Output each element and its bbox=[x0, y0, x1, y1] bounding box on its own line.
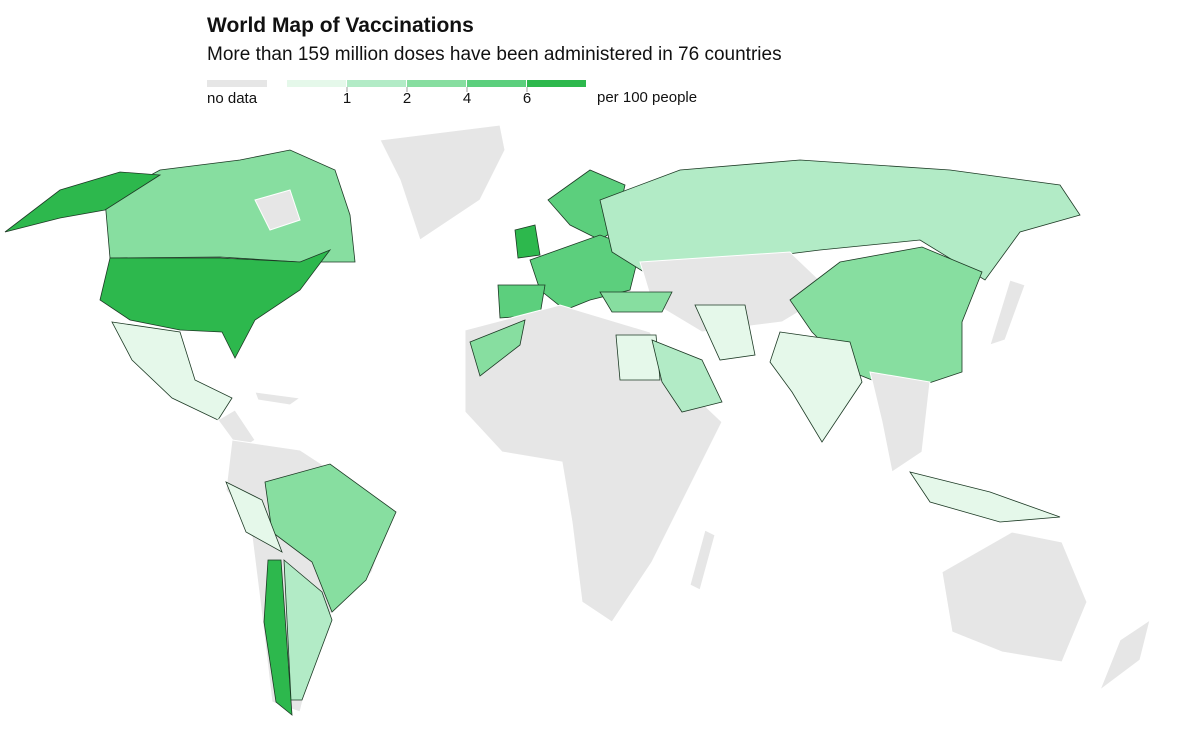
country bbox=[909, 471, 1061, 523]
country bbox=[651, 339, 723, 413]
legend-swatch bbox=[207, 80, 267, 87]
country bbox=[1098, 618, 1151, 692]
country bbox=[99, 249, 332, 359]
country bbox=[111, 321, 233, 421]
country bbox=[514, 224, 541, 259]
subtitle: More than 159 million doses have been ad… bbox=[207, 44, 782, 65]
legend-swatch bbox=[347, 80, 406, 87]
country bbox=[769, 331, 863, 443]
legend-swatch bbox=[467, 80, 526, 87]
country bbox=[104, 149, 356, 263]
legend-swatch bbox=[287, 80, 346, 87]
country bbox=[615, 334, 661, 381]
country bbox=[379, 124, 506, 241]
legend-tick-label: 2 bbox=[403, 90, 411, 107]
country bbox=[941, 531, 1088, 663]
country bbox=[694, 304, 756, 361]
country bbox=[989, 279, 1026, 346]
legend: no data per 100 people 1 2 4 6 bbox=[207, 80, 697, 107]
country bbox=[469, 319, 526, 377]
country bbox=[599, 291, 673, 313]
country bbox=[254, 391, 302, 406]
legend-swatch bbox=[407, 80, 466, 87]
world-map bbox=[4, 124, 1151, 716]
hudson-bay bbox=[254, 189, 301, 231]
country bbox=[225, 481, 283, 553]
legend-tick-label: 1 bbox=[343, 90, 351, 107]
country bbox=[263, 559, 293, 716]
country bbox=[283, 559, 333, 701]
legend-swatch bbox=[527, 80, 586, 87]
legend-unit: per 100 people bbox=[597, 89, 697, 106]
madagascar bbox=[689, 529, 716, 591]
legend-label: no data bbox=[207, 90, 258, 107]
country bbox=[264, 463, 397, 613]
title: World Map of Vaccinations bbox=[207, 14, 474, 37]
country bbox=[869, 371, 931, 473]
legend-tick-label: 4 bbox=[463, 90, 471, 107]
legend-tick-label: 6 bbox=[523, 90, 531, 107]
country bbox=[4, 171, 162, 233]
